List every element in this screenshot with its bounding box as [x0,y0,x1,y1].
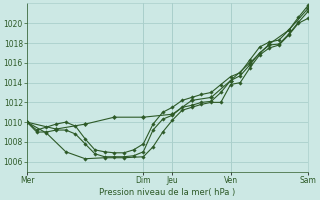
X-axis label: Pression niveau de la mer( hPa ): Pression niveau de la mer( hPa ) [100,188,236,197]
